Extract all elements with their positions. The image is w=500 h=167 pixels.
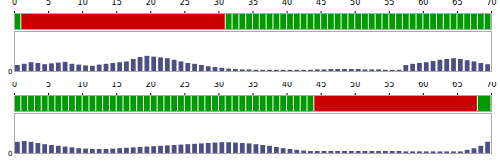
svg-text:50: 50 [350, 82, 360, 89]
svg-text:70: 70 [486, 82, 496, 89]
svg-text:0: 0 [12, 0, 17, 7]
svg-text:30: 30 [214, 82, 224, 89]
svg-text:10: 10 [78, 0, 88, 7]
svg-text:45: 45 [316, 82, 326, 89]
svg-text:5: 5 [46, 0, 51, 7]
svg-text:5: 5 [46, 82, 51, 89]
svg-text:15: 15 [112, 82, 122, 89]
svg-text:70: 70 [486, 0, 496, 7]
svg-text:0: 0 [8, 150, 12, 158]
svg-text:10: 10 [78, 82, 88, 89]
svg-text:0: 0 [8, 68, 12, 76]
svg-text:15: 15 [112, 0, 122, 7]
svg-text:55: 55 [384, 0, 394, 7]
svg-text:40: 40 [282, 0, 292, 7]
svg-text:30: 30 [214, 0, 224, 7]
svg-text:65: 65 [452, 82, 462, 89]
svg-text:0: 0 [12, 82, 17, 89]
svg-text:25: 25 [180, 82, 190, 89]
svg-text:60: 60 [418, 0, 428, 7]
svg-text:45: 45 [316, 0, 326, 7]
svg-text:40: 40 [282, 82, 292, 89]
svg-text:20: 20 [146, 82, 156, 89]
svg-text:35: 35 [248, 0, 258, 7]
svg-text:60: 60 [418, 82, 428, 89]
svg-text:50: 50 [350, 0, 360, 7]
svg-text:35: 35 [248, 82, 258, 89]
svg-text:55: 55 [384, 82, 394, 89]
svg-text:25: 25 [180, 0, 190, 7]
svg-text:20: 20 [146, 0, 156, 7]
svg-text:65: 65 [452, 0, 462, 7]
